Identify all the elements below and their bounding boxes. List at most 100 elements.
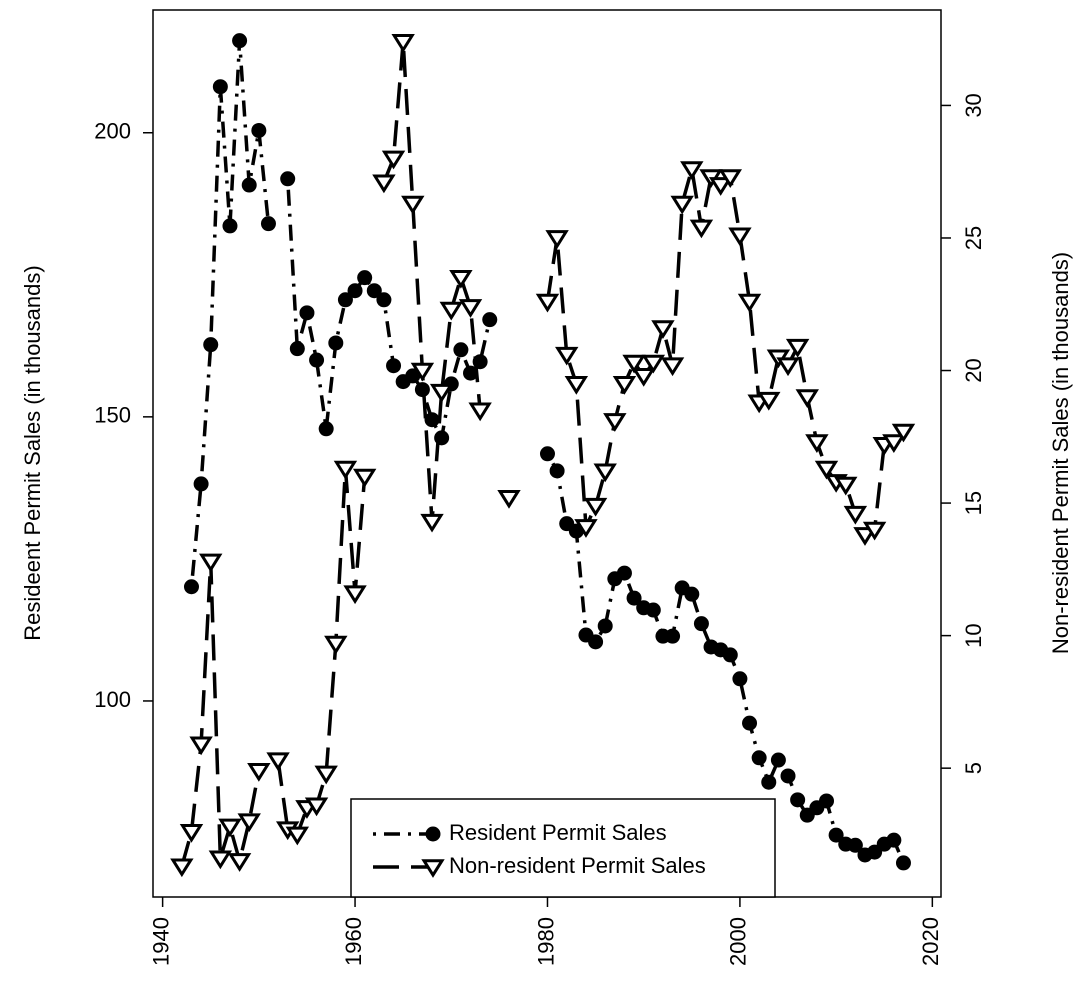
legend-box bbox=[350, 798, 776, 898]
point bbox=[420, 513, 444, 533]
point bbox=[232, 33, 248, 49]
point bbox=[241, 177, 257, 193]
point bbox=[751, 750, 767, 766]
point bbox=[463, 365, 479, 381]
point bbox=[834, 476, 858, 496]
y2-tick-label: 30 bbox=[961, 93, 986, 117]
point bbox=[299, 305, 315, 321]
point bbox=[862, 521, 887, 541]
point bbox=[222, 218, 238, 234]
point bbox=[761, 774, 777, 790]
point bbox=[218, 818, 242, 838]
point bbox=[386, 358, 402, 374]
point bbox=[189, 736, 213, 756]
y2-tick-label: 20 bbox=[961, 358, 986, 382]
point bbox=[882, 434, 906, 454]
point bbox=[366, 283, 382, 299]
point bbox=[439, 301, 463, 321]
point bbox=[352, 468, 377, 488]
legend-label: Non-resident Permit Sales bbox=[449, 853, 706, 878]
point bbox=[179, 823, 204, 843]
point bbox=[549, 463, 565, 479]
point bbox=[309, 352, 325, 368]
point bbox=[280, 171, 296, 187]
x-tick-label: 1960 bbox=[341, 917, 366, 966]
point bbox=[285, 826, 310, 846]
point bbox=[247, 763, 271, 782]
point bbox=[670, 195, 694, 215]
point bbox=[805, 434, 829, 454]
y2-tick-label: 5 bbox=[961, 762, 986, 774]
point bbox=[588, 634, 604, 650]
y-tick-label: 150 bbox=[94, 403, 131, 428]
point bbox=[429, 383, 454, 403]
point bbox=[289, 341, 305, 357]
point bbox=[260, 216, 276, 232]
point bbox=[737, 293, 762, 313]
point bbox=[612, 375, 637, 395]
y2-tick-label: 25 bbox=[961, 226, 986, 250]
y2-axis-label: Non-resident Permit Sales (in thousands) bbox=[1048, 252, 1073, 654]
point bbox=[328, 335, 344, 351]
x-tick-label: 1940 bbox=[148, 917, 173, 966]
point bbox=[680, 161, 704, 180]
point bbox=[645, 602, 661, 618]
point bbox=[616, 565, 632, 581]
point bbox=[742, 715, 758, 731]
point bbox=[333, 460, 358, 480]
point bbox=[597, 618, 613, 634]
point bbox=[391, 34, 415, 53]
point bbox=[843, 505, 868, 525]
point bbox=[539, 446, 555, 462]
point bbox=[405, 368, 421, 384]
point bbox=[814, 460, 839, 480]
point bbox=[693, 616, 709, 632]
point bbox=[324, 635, 348, 655]
point bbox=[780, 768, 796, 784]
point bbox=[251, 122, 267, 138]
point bbox=[199, 553, 223, 573]
series-line bbox=[180, 41, 905, 868]
point bbox=[337, 292, 353, 308]
point bbox=[170, 858, 194, 878]
point bbox=[631, 368, 656, 387]
point bbox=[535, 293, 560, 313]
point bbox=[776, 357, 800, 377]
point bbox=[718, 169, 742, 188]
point bbox=[847, 837, 863, 853]
point bbox=[468, 402, 492, 422]
point bbox=[651, 320, 675, 340]
point bbox=[545, 230, 569, 249]
point bbox=[757, 391, 781, 411]
point bbox=[819, 793, 835, 809]
point bbox=[410, 362, 435, 382]
point bbox=[886, 832, 902, 848]
x-tick-label: 2000 bbox=[726, 917, 751, 966]
point bbox=[603, 413, 627, 432]
point bbox=[414, 382, 430, 398]
point bbox=[376, 292, 392, 308]
point bbox=[304, 797, 329, 817]
point bbox=[449, 269, 473, 289]
point bbox=[347, 283, 363, 299]
point bbox=[497, 489, 521, 509]
point bbox=[314, 765, 338, 785]
point bbox=[708, 177, 733, 196]
point bbox=[357, 270, 373, 286]
point bbox=[424, 412, 440, 428]
point bbox=[689, 219, 714, 239]
y-axis-label: Resideent Permit Sales (in thousands) bbox=[20, 265, 45, 640]
point bbox=[343, 585, 367, 605]
point bbox=[208, 850, 233, 870]
point bbox=[266, 752, 290, 772]
point bbox=[732, 671, 748, 687]
point bbox=[458, 299, 483, 318]
y2-tick-label: 15 bbox=[961, 491, 986, 515]
point bbox=[895, 855, 911, 871]
point bbox=[372, 174, 396, 194]
point bbox=[593, 463, 617, 483]
point bbox=[622, 354, 646, 374]
point bbox=[722, 647, 738, 663]
